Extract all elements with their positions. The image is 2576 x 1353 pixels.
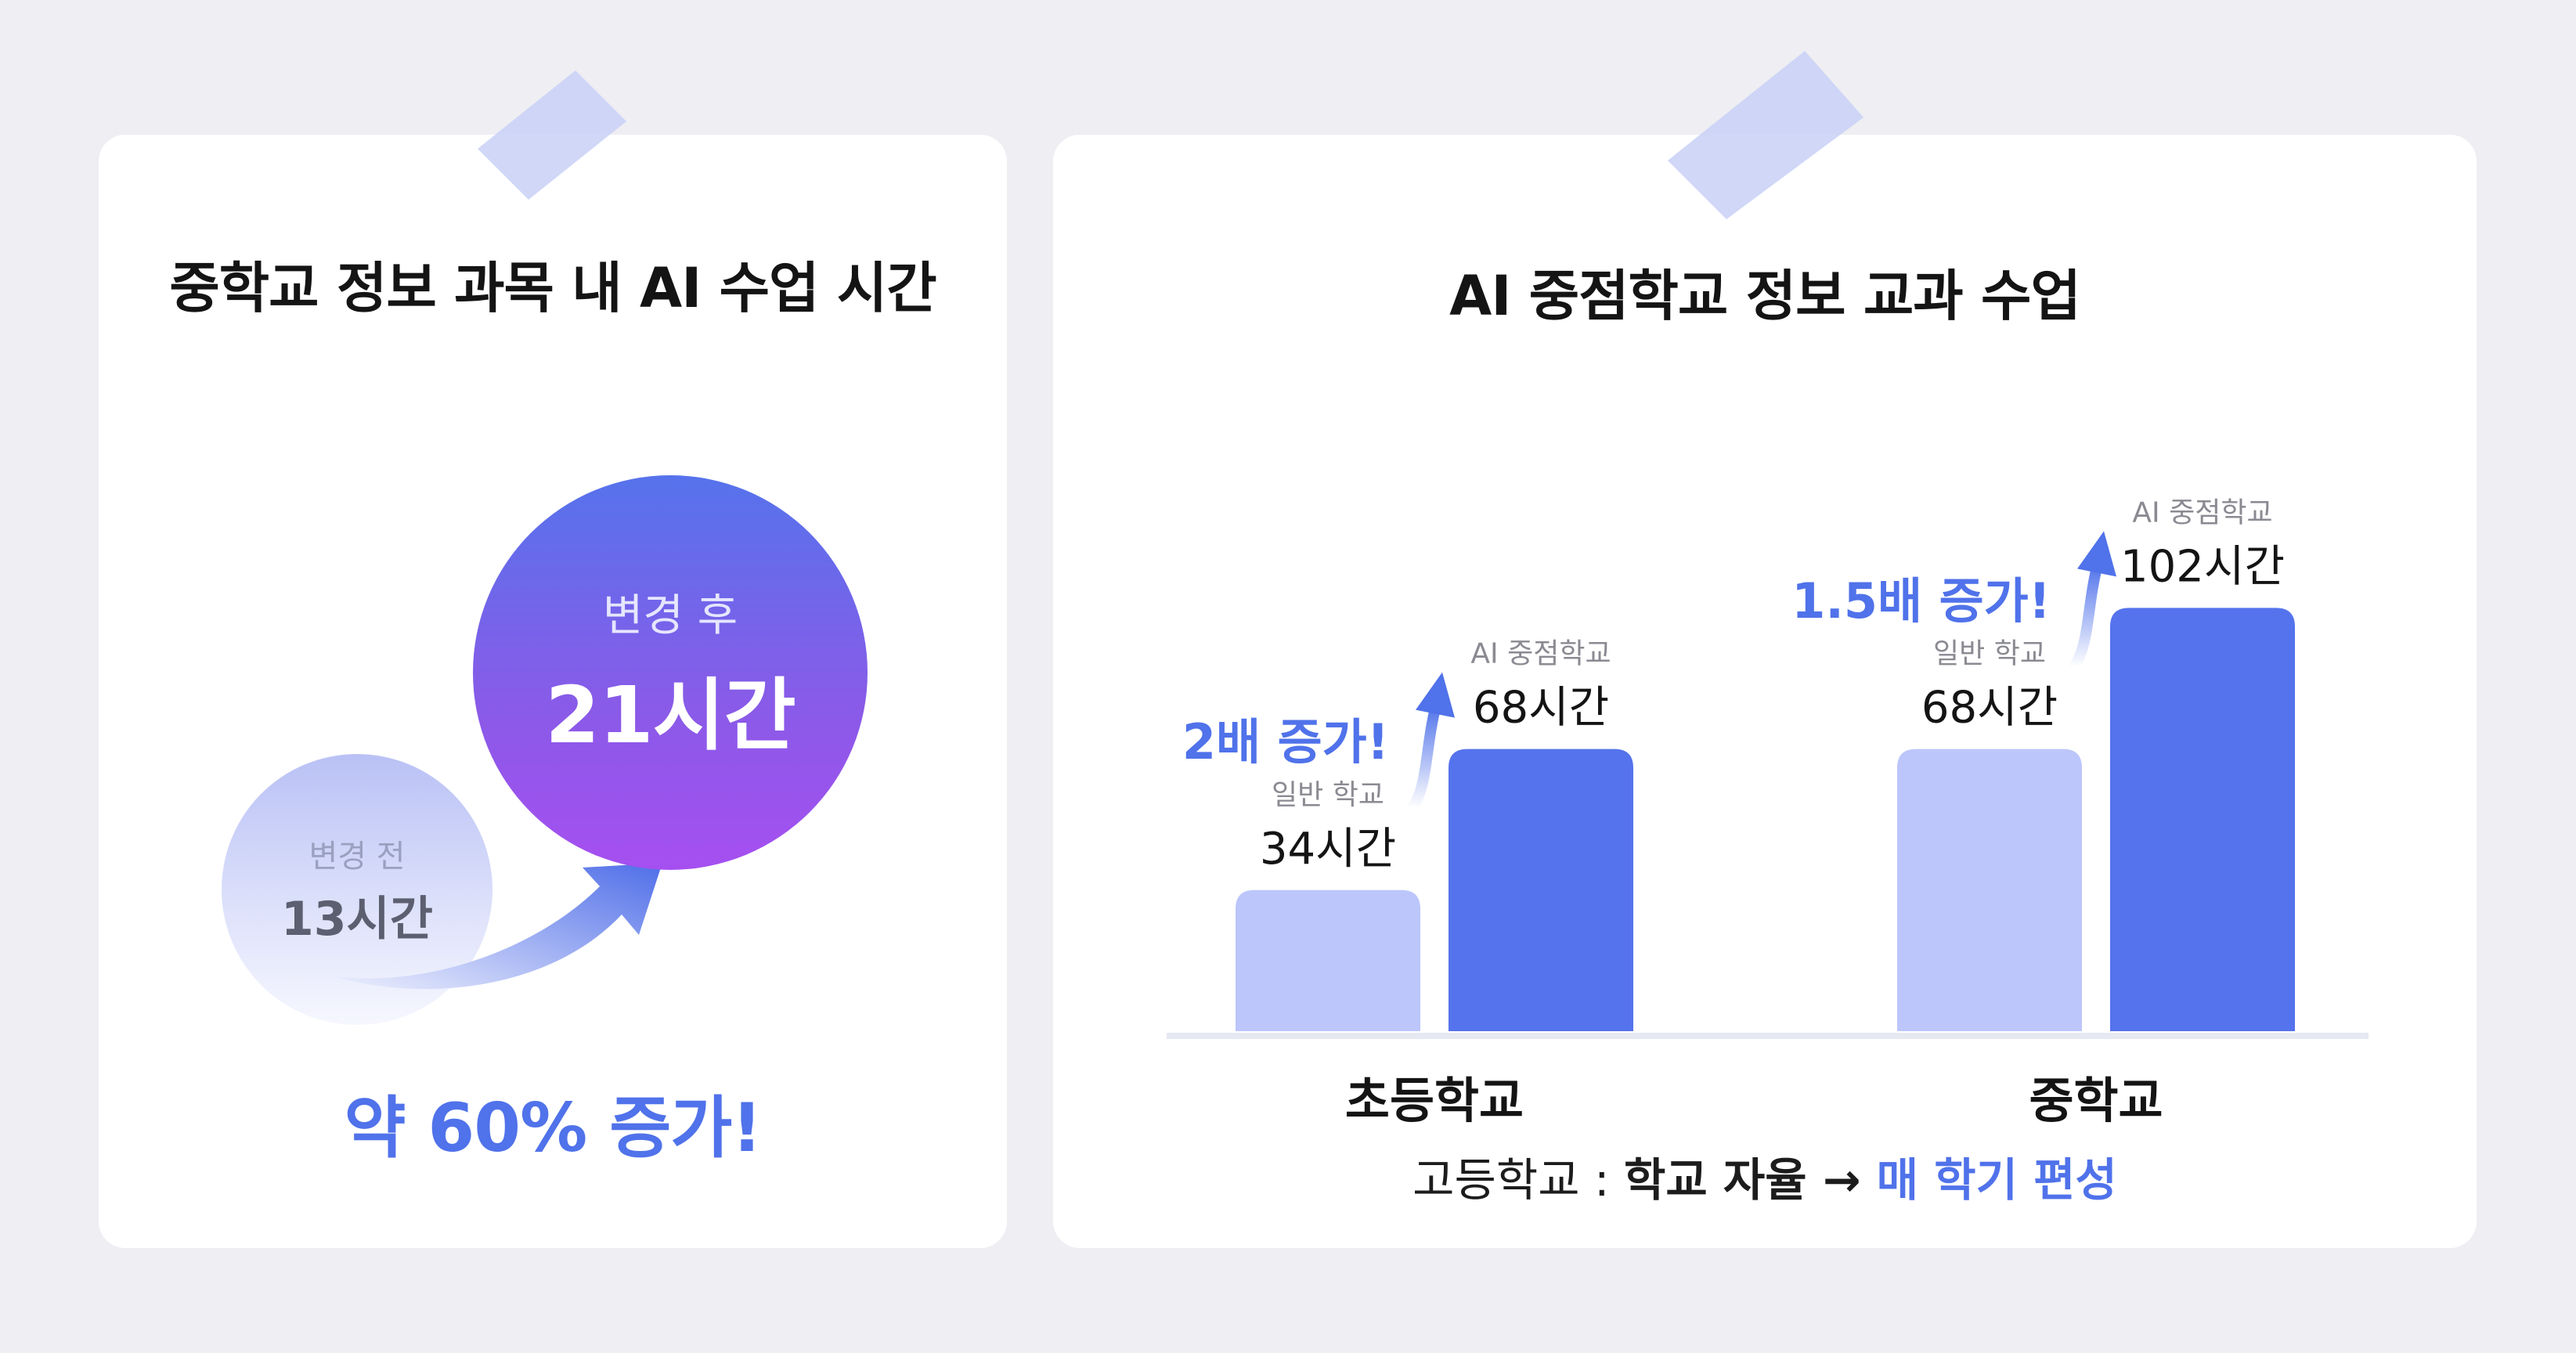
growth-arrow-icon	[2069, 558, 2103, 673]
footnote: 고등학교 : 학교 자율 → 매 학기 편성	[1053, 1143, 2477, 1209]
tape-decoration-icon	[478, 70, 626, 200]
bar-value-label: 68시간	[1473, 683, 1609, 734]
footnote-emphasis: 매 학기 편성	[1876, 1153, 2117, 1207]
footnote-arrow: →	[1822, 1153, 1861, 1207]
bar-value-label: 68시간	[1921, 683, 2058, 734]
bar-general-0	[1236, 889, 1420, 1031]
after-caption: 변경 후	[602, 590, 738, 641]
bar-series-label: AI 중점학교	[2132, 496, 2272, 529]
bar-series-label: AI 중점학교	[1470, 638, 1611, 670]
left-card-title: 중학교 정보 과목 내 AI 수업 시간	[169, 256, 936, 320]
increase-annotation: 1.5배 증가!	[1791, 572, 2051, 630]
footnote-middle: 학교 자율	[1624, 1153, 1807, 1207]
growth-arrow-icon	[334, 863, 662, 990]
bar-value-label: 102시간	[2120, 541, 2285, 592]
bar-ai-0	[1449, 749, 1633, 1031]
category-label: 초등학교	[1345, 1072, 1524, 1129]
bar-series-label: 일반 학교	[1933, 638, 2046, 670]
bar-series-label: 일반 학교	[1272, 779, 1384, 811]
arrow-head-icon	[2077, 531, 2116, 577]
before-value: 13시간	[281, 891, 433, 947]
growth-arrow-icon	[1407, 699, 1441, 814]
after-bubble: 변경 후 21시간	[473, 475, 868, 870]
increase-annotation: 2배 증가!	[1182, 713, 1389, 770]
left-card: 중학교 정보 과목 내 AI 수업 시간 변경 전 13시간 변경 후 21시간…	[99, 135, 1007, 1248]
tape-decoration-icon	[1668, 51, 1863, 219]
footnote-prefix: 고등학교 :	[1412, 1153, 1624, 1207]
before-caption: 변경 전	[308, 838, 406, 875]
bar-value-label: 34시간	[1260, 824, 1396, 875]
arrow-head-icon	[1416, 672, 1455, 718]
right-card-title: AI 중점학교 정보 교과 수업	[1449, 264, 2081, 328]
bar-general-1	[1897, 749, 2082, 1031]
category-label: 중학교	[2029, 1072, 2163, 1129]
bar-ai-1	[2110, 608, 2295, 1031]
increase-label: 약 60% 증가!	[344, 1089, 762, 1167]
after-value: 21시간	[545, 669, 796, 761]
